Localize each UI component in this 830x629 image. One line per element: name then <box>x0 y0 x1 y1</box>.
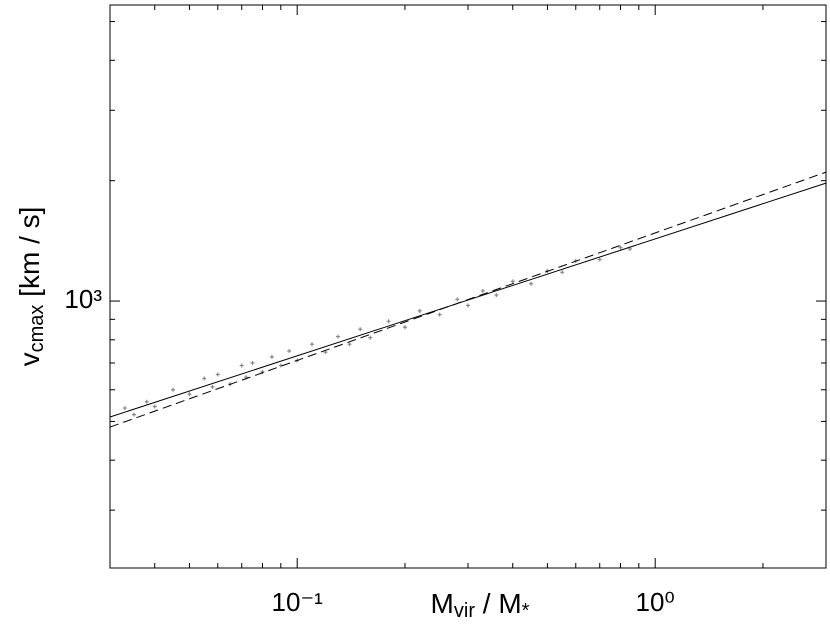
y-tick-label: 10³ <box>64 284 102 314</box>
scatter-series <box>122 245 632 417</box>
scatter-point <box>510 279 515 284</box>
y-axis-label-part: v <box>14 352 45 366</box>
scatter-point <box>152 404 157 409</box>
scatter-point <box>347 342 352 347</box>
x-axis-label-part: * <box>522 600 530 622</box>
scatter-point <box>239 363 244 368</box>
scatter-point <box>402 325 407 330</box>
scatter-point <box>618 245 623 250</box>
scatter-point <box>466 303 470 308</box>
scatter-point <box>480 288 485 293</box>
scatter-point <box>560 270 565 275</box>
scatter-point <box>215 372 220 377</box>
x-tick-label: 10⁰ <box>636 587 675 617</box>
scatter-point <box>144 399 149 404</box>
x-axis-label-part: M <box>431 588 454 619</box>
scatter-point <box>287 349 292 354</box>
plot-frame <box>109 4 827 569</box>
scatter-point <box>455 297 460 302</box>
fit-line <box>109 171 827 428</box>
scatter-point <box>269 354 274 359</box>
scatter-point <box>597 257 602 262</box>
scatter-point <box>171 387 176 392</box>
scatter-point <box>335 334 340 339</box>
scatter-point <box>529 281 534 286</box>
scatter-point <box>187 392 192 397</box>
scatter-point <box>250 360 255 365</box>
scatter-point <box>437 312 442 317</box>
scatter-point <box>368 335 373 340</box>
scatter-point <box>122 406 127 411</box>
x-axis-label-part: / M <box>475 588 522 619</box>
scatter-point <box>210 384 215 389</box>
y-axis-label: vcmax [km / s] <box>14 207 48 367</box>
y-axis-label-part: [km / s] <box>14 207 45 305</box>
scatter-point <box>310 342 315 347</box>
scatter-point <box>386 319 391 324</box>
scatter-point <box>131 412 136 417</box>
x-axis-label-part: vir <box>454 600 475 622</box>
scatter-point <box>417 308 422 313</box>
scatter-point <box>202 376 207 381</box>
scatter-point <box>494 293 499 298</box>
scatter-point <box>358 327 363 332</box>
y-axis-label-part: cmax <box>26 305 48 353</box>
x-axis-label: Mvir / M* <box>431 588 530 622</box>
x-tick-label: 10⁻¹ <box>272 587 324 617</box>
